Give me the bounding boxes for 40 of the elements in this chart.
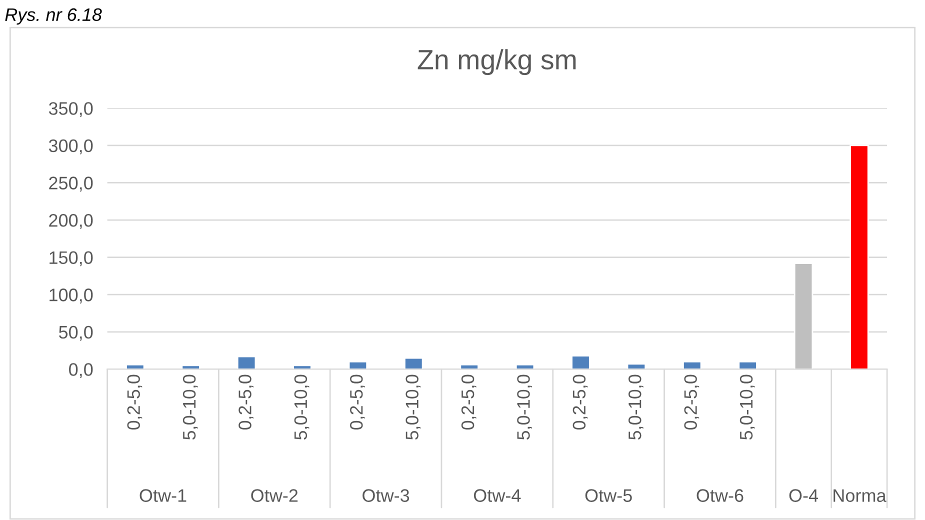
x-tick-label: 0,2-5,0 <box>238 374 254 430</box>
y-tick-label: 50,0 <box>58 326 93 341</box>
bar <box>460 364 479 370</box>
bar <box>236 356 256 370</box>
text: Otw-3 <box>362 489 410 502</box>
x-tick-label: 5,0-10,0 <box>406 374 421 440</box>
text: Otw-5 <box>585 489 632 502</box>
x-tick-label: 5,0-10,0 <box>628 374 644 440</box>
y-tick-label: 100,0 <box>50 288 93 304</box>
text: Otw-2 <box>251 489 298 502</box>
text: Otw-4 <box>474 489 521 502</box>
text: Rys. nr 6.18 <box>5 8 102 25</box>
bar <box>794 262 814 370</box>
bar <box>850 144 869 370</box>
x-tick-label: 5,0-10,0 <box>517 374 532 440</box>
x-tick-label: 0,2-5,0 <box>350 374 365 430</box>
bar <box>126 364 145 370</box>
y-tick-label: 250,0 <box>49 176 93 192</box>
x-tick-label: 0,2-5,0 <box>461 374 476 430</box>
text: O-4 <box>789 489 818 502</box>
y-tick-label: 300,0 <box>48 139 93 154</box>
bar <box>404 357 424 370</box>
bar <box>348 361 368 370</box>
chart-title: Zn mg/kg sm <box>418 49 576 76</box>
text: Otw-6 <box>696 489 744 502</box>
x-tick-label: 5,0-10,0 <box>740 374 755 440</box>
text: Otw-1 <box>140 489 186 502</box>
y-tick-label: 200,0 <box>49 214 93 229</box>
bar <box>738 361 758 370</box>
x-tick-label: 5,0-10,0 <box>182 374 198 440</box>
bar <box>682 361 702 370</box>
x-tick-label: 0,2-5,0 <box>684 374 700 430</box>
x-tick-label: 5,0-10,0 <box>294 374 310 440</box>
y-tick-label: 150,0 <box>50 251 93 266</box>
x-tick-label: 0,2-5,0 <box>127 374 142 430</box>
text: Norma <box>834 489 886 502</box>
y-tick-label: 0,0 <box>69 363 93 378</box>
x-tick-label: 0,2-5,0 <box>572 374 588 430</box>
bar <box>571 355 590 370</box>
y-tick-label: 350,0 <box>48 102 93 118</box>
